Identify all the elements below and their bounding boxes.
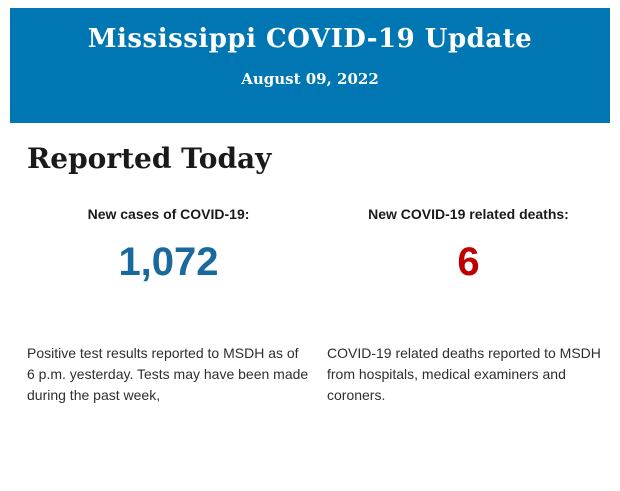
stat-card-new-cases: New cases of COVID-19: 1,072: [27, 205, 310, 286]
stat-card-new-deaths: New COVID-19 related deaths: 6: [327, 205, 610, 286]
report-body: Reported Today New cases of COVID-19: 1,…: [0, 142, 620, 406]
stat-label-new-cases: New cases of COVID-19:: [87, 205, 250, 222]
report-date: August 09, 2022: [241, 70, 379, 89]
stat-value-new-deaths: 6: [457, 240, 480, 285]
stat-label-new-deaths: New COVID-19 related deaths:: [368, 205, 569, 222]
stat-note-new-cases: Positive test results reported to MSDH a…: [27, 345, 309, 404]
header-banner: Mississippi COVID-19 Update August 09, 2…: [10, 8, 610, 123]
stats-row: New cases of COVID-19: 1,072 New COVID-1…: [0, 205, 620, 286]
section-title: Reported Today: [27, 142, 272, 175]
stat-note-new-deaths: COVID-19 related deaths reported to MSDH…: [327, 345, 601, 404]
report-title: Mississippi COVID-19 Update: [87, 24, 533, 54]
stat-value-new-cases: 1,072: [118, 240, 219, 285]
notes-row: Positive test results reported to MSDH a…: [0, 343, 620, 406]
